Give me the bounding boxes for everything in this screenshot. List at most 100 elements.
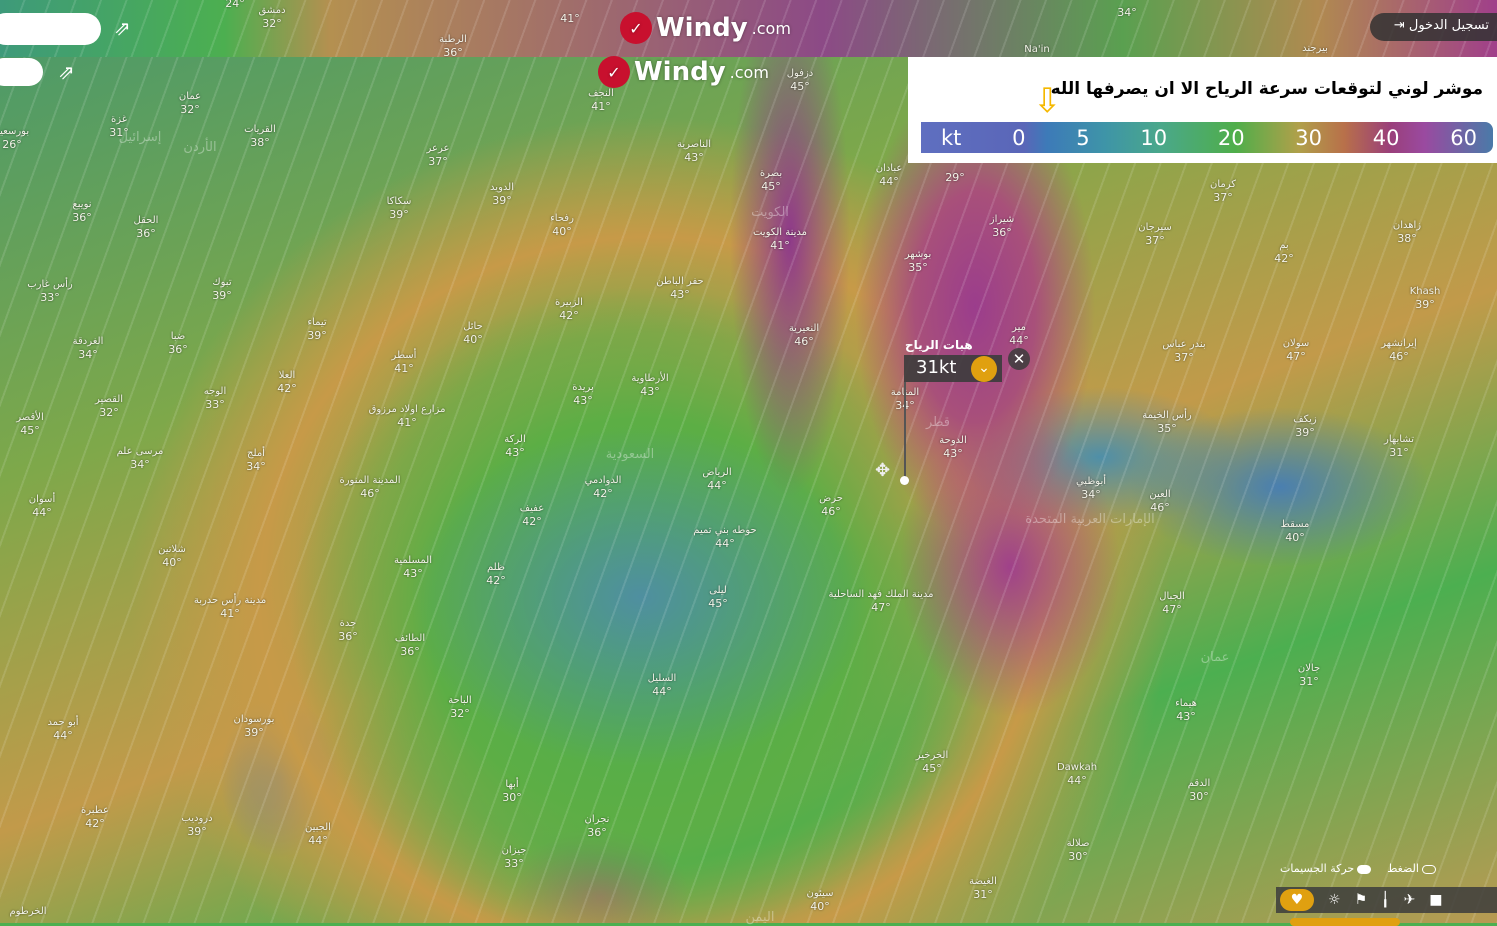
city-label: بورسعيد26° (0, 125, 29, 151)
city-label: شلاتين 40° (158, 543, 186, 569)
city-label: حوطه بني تميم 44° (693, 524, 756, 550)
city-label: السليل 44° (648, 672, 677, 698)
city-label: أبو حمد 44° (47, 716, 78, 742)
search-input-2[interactable] (0, 58, 43, 86)
city-name: المسلمية (394, 555, 432, 566)
city-label: تيماء 39° (307, 316, 327, 342)
city-temperature: 39° (492, 194, 512, 207)
city-label: سكاكا 39° (387, 195, 412, 221)
windsock-icon[interactable]: ⚑ (1354, 892, 1368, 908)
city-name: مير (1012, 322, 1026, 333)
city-label: دزفول 45° (787, 67, 814, 93)
city-temperature: 40° (1285, 531, 1305, 544)
city-temperature: 44° (879, 175, 899, 188)
city-temperature: 46° (1150, 501, 1170, 514)
city-label: Dawkah 44° (1057, 761, 1097, 787)
weather-icon[interactable]: ☼ (1328, 892, 1341, 908)
move-icon[interactable]: ✥ (875, 460, 891, 481)
heart-icon[interactable]: ♥ (1280, 889, 1314, 911)
city-label: Na'in (1024, 43, 1049, 56)
city-label: أبها 30° (502, 778, 522, 804)
city-temperature: 42° (277, 382, 297, 395)
city-name: غزة (111, 114, 127, 125)
city-name: ظلم (487, 562, 505, 573)
city-label: 29° (945, 171, 965, 184)
city-name: الغردقة (72, 336, 104, 347)
city-temperature: 30° (1189, 790, 1209, 803)
city-name: جدة (339, 618, 357, 629)
city-name: أبو حمد (47, 717, 79, 728)
city-temperature: 44° (1067, 774, 1087, 787)
country-label: الأردن (183, 140, 217, 155)
city-temperature: 46° (794, 335, 814, 348)
city-label: الرطبة 36° (439, 33, 467, 59)
particles-toggle[interactable]: حركة الجسيمات (1280, 862, 1372, 875)
airplane-icon[interactable]: ✈ (1403, 892, 1416, 908)
city-label: بصرة 45° (760, 167, 782, 193)
city-name: مدينة رأس حدربة (193, 595, 267, 606)
city-label: الزبيرة 42° (555, 296, 583, 322)
city-temperature: 35° (908, 261, 928, 274)
city-name: بوشهر (904, 249, 932, 260)
city-label: ضبا 36° (168, 330, 188, 356)
city-name: النجف (588, 88, 614, 99)
city-name: بورسعيد (0, 126, 30, 137)
share-icon[interactable]: ⇗ (114, 16, 131, 40)
city-label: القصير 32° (95, 393, 123, 419)
city-temperature: 42° (522, 515, 542, 528)
city-name: العلا (278, 370, 296, 381)
login-button[interactable]: تسجيل الدخول ⇥ (1369, 13, 1497, 41)
city-label: إيرانشهر 46° (1381, 337, 1417, 363)
city-name: Na'in (1024, 44, 1050, 55)
chevron-down-icon[interactable]: ⌄ (971, 356, 997, 382)
share-icon[interactable]: ⇗ (58, 60, 75, 84)
windy-logo-icon: ✓ (598, 56, 630, 88)
city-label: بندر عباس 37° (1162, 338, 1205, 364)
pressure-toggle[interactable]: الضغط (1387, 862, 1436, 875)
city-label: دروديب 39° (181, 812, 212, 838)
timeline-bar[interactable] (1290, 918, 1400, 926)
city-temperature: 47° (871, 601, 891, 614)
city-temperature: 41° (770, 239, 790, 252)
city-name: حائل (463, 321, 483, 332)
city-temperature: 34° (1117, 6, 1137, 19)
city-name: جيزان (501, 845, 527, 856)
webcam-icon[interactable]: ■ (1429, 892, 1443, 908)
city-temperature: 31° (1389, 446, 1409, 459)
city-name: القصير (94, 394, 124, 405)
layer-toggles: الضغط حركة الجسيمات (1280, 862, 1436, 875)
city-temperature: 32° (262, 17, 282, 30)
city-name: سولان (1282, 338, 1310, 349)
city-name: الناصرية (676, 139, 712, 150)
city-label: الوجه 33° (204, 385, 227, 411)
city-label: عفيف 42° (520, 502, 544, 528)
city-label: الغيضة 31° (969, 875, 997, 901)
city-temperature: 44° (707, 479, 727, 492)
city-temperature: 45° (761, 180, 781, 193)
close-icon[interactable]: ✕ (1008, 348, 1030, 370)
city-label: أسطر 41° (392, 349, 417, 375)
city-temperature: 44° (53, 729, 73, 742)
city-name: عفيف (519, 503, 545, 514)
city-temperature: 42° (559, 309, 579, 322)
pin-dot[interactable] (900, 476, 909, 485)
city-name: الحقل (133, 215, 159, 226)
city-name: الأقصر (16, 412, 44, 423)
country-label: الكويت (751, 205, 789, 220)
search-input[interactable] (0, 13, 101, 45)
city-label: الركة 43° (504, 433, 525, 459)
secondary-map-strip[interactable] (0, 0, 1497, 57)
thermometer-icon[interactable]: ╽ (1381, 892, 1390, 908)
city-name: نجران (584, 814, 610, 825)
city-label: الدوادمي 42° (585, 474, 622, 500)
city-temperature: 26° (2, 138, 22, 151)
city-label: بيرجند (1302, 42, 1328, 55)
city-temperature: 36° (338, 630, 358, 643)
windy-logo: ✓ Windy .com (598, 56, 769, 88)
country-label: الإمارات العربية المتحدة (1025, 512, 1155, 527)
city-label: الدويد 39° (490, 181, 514, 207)
wind-map[interactable] (0, 57, 1497, 923)
city-temperature: 34° (246, 460, 266, 473)
legend-title: موشر لوني لتوقعات سرعة الرياح الا ان يصر… (1050, 79, 1483, 99)
scale-tick: 60 (1450, 125, 1477, 150)
